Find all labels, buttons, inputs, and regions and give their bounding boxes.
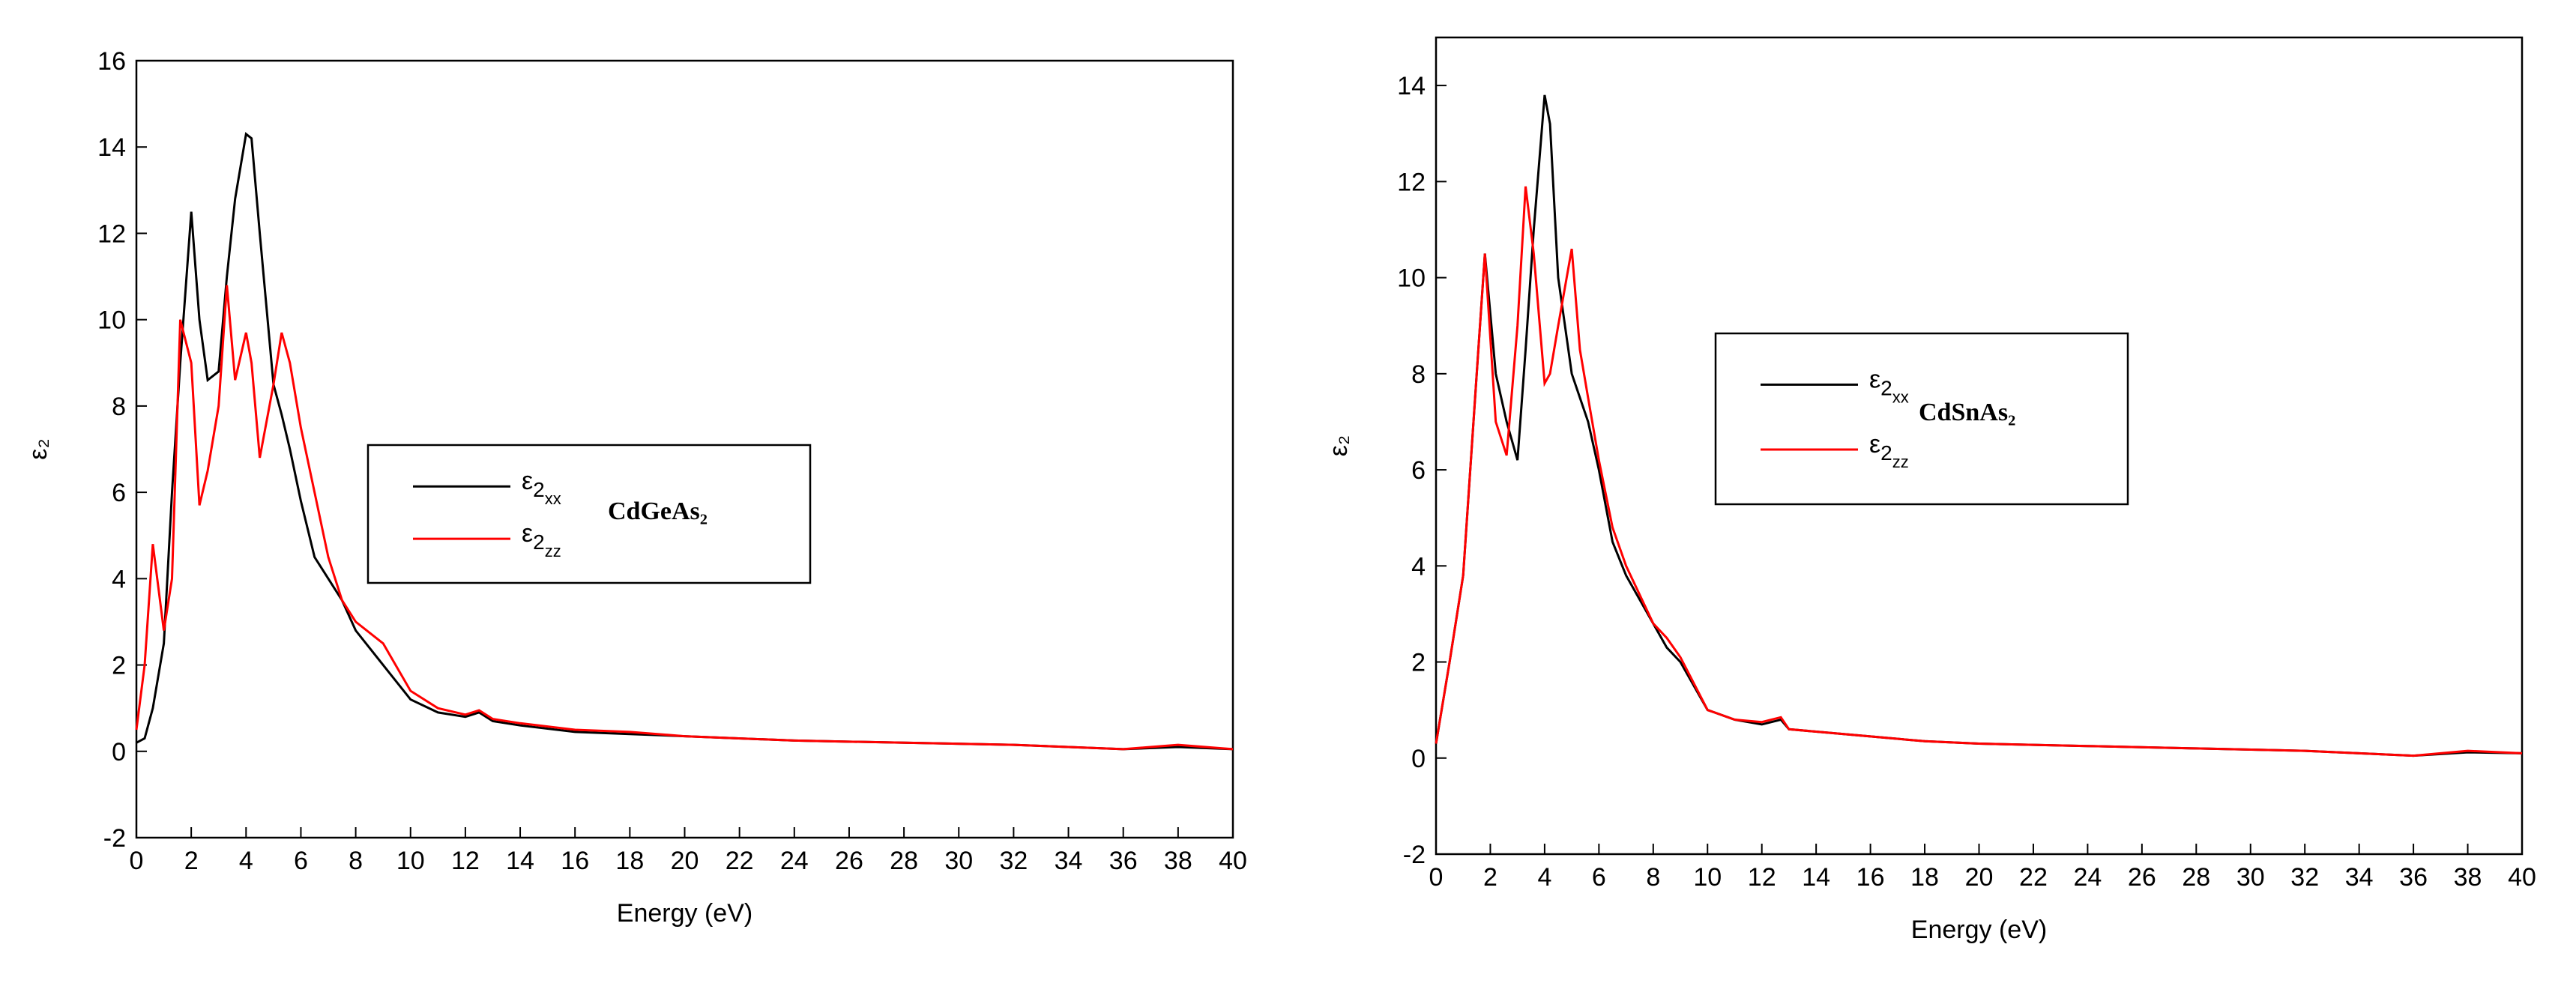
x-tick-label: 4 [239, 847, 253, 875]
x-tick-label: 24 [780, 847, 809, 875]
y-tick-label: -2 [103, 824, 126, 853]
x-axis-title: Energy (eV) [617, 899, 752, 928]
x-tick-label: 6 [1592, 863, 1606, 892]
x-tick-label: 2 [184, 847, 199, 875]
x-tick-label: 36 [1109, 847, 1138, 875]
x-tick-label: 24 [2073, 863, 2102, 892]
y-tick-label: 0 [1411, 745, 1426, 773]
x-tick-label: 0 [130, 847, 144, 875]
legend-box [367, 444, 812, 584]
series-line [1435, 186, 2523, 757]
x-tick-label: 0 [1429, 863, 1444, 892]
x-tick-label: 18 [615, 847, 644, 875]
y-tick-label: 12 [97, 220, 126, 248]
x-tick-label: 6 [294, 847, 308, 875]
x-tick-label: 30 [2236, 863, 2265, 892]
y-tick-label: 14 [97, 133, 126, 162]
x-tick-label: 20 [1965, 863, 1994, 892]
x-tick-label: 12 [1748, 863, 1776, 892]
series-line [135, 285, 1234, 751]
y-tick-label: 14 [1397, 72, 1426, 100]
x-tick-label: 34 [2345, 863, 2374, 892]
x-tick-label: 26 [2128, 863, 2156, 892]
x-tick-label: 40 [2508, 863, 2536, 892]
x-tick-label: 26 [835, 847, 863, 875]
x-tick-label: 18 [1910, 863, 1939, 892]
y-tick-label: 8 [1411, 360, 1426, 389]
x-tick-label: 38 [1164, 847, 1192, 875]
y-tick-label: 2 [1411, 649, 1426, 677]
x-tick-label: 30 [944, 847, 973, 875]
y-tick-label: 2 [112, 652, 126, 680]
y-axis-title: ε₂ [24, 438, 52, 459]
y-tick-label: 12 [1397, 168, 1426, 196]
x-tick-label: 2 [1483, 863, 1497, 892]
legend-label: ε2zz [522, 519, 561, 560]
y-tick-label: 0 [112, 738, 126, 766]
x-tick-label: 8 [1646, 863, 1660, 892]
legend-label: ε2xx [1869, 365, 1909, 406]
legend-box [1714, 332, 2129, 506]
y-tick-label: 16 [97, 47, 126, 76]
y-tick-label: 6 [1411, 456, 1426, 485]
annotation: CdGeAs₂ [608, 497, 708, 525]
x-tick-label: 16 [561, 847, 589, 875]
y-axis-title: ε₂ [1324, 435, 1353, 456]
y-tick-label: 10 [1397, 264, 1426, 293]
x-tick-label: 40 [1219, 847, 1247, 875]
y-tick-label: 6 [112, 479, 126, 507]
x-tick-label: 34 [1055, 847, 1083, 875]
x-tick-label: 32 [999, 847, 1028, 875]
y-tick-label: 8 [112, 393, 126, 421]
x-tick-label: 36 [2399, 863, 2428, 892]
x-tick-label: 28 [2182, 863, 2210, 892]
x-axis-title: Energy (eV) [1911, 916, 2047, 944]
x-tick-label: 22 [2019, 863, 2048, 892]
y-tick-label: 10 [97, 306, 126, 335]
x-tick-label: 38 [2454, 863, 2482, 892]
legend-label: ε2xx [522, 467, 561, 508]
legend-label: ε2zz [1869, 430, 1909, 471]
x-tick-label: 12 [451, 847, 480, 875]
annotation: CdSnAs₂ [1919, 399, 2015, 426]
x-tick-label: 4 [1537, 863, 1551, 892]
x-tick-label: 22 [726, 847, 754, 875]
x-tick-label: 8 [349, 847, 363, 875]
x-tick-label: 32 [2290, 863, 2319, 892]
x-tick-label: 10 [1693, 863, 1722, 892]
x-tick-label: 20 [671, 847, 699, 875]
series-line [136, 132, 1234, 751]
y-tick-label: -2 [1403, 841, 1426, 869]
y-tick-label: 4 [1411, 552, 1426, 581]
x-tick-label: 14 [1802, 863, 1830, 892]
x-tick-label: 16 [1856, 863, 1885, 892]
x-tick-label: 10 [396, 847, 425, 875]
x-tick-label: 14 [506, 847, 534, 875]
x-tick-label: 28 [890, 847, 918, 875]
y-tick-label: 4 [112, 565, 126, 593]
